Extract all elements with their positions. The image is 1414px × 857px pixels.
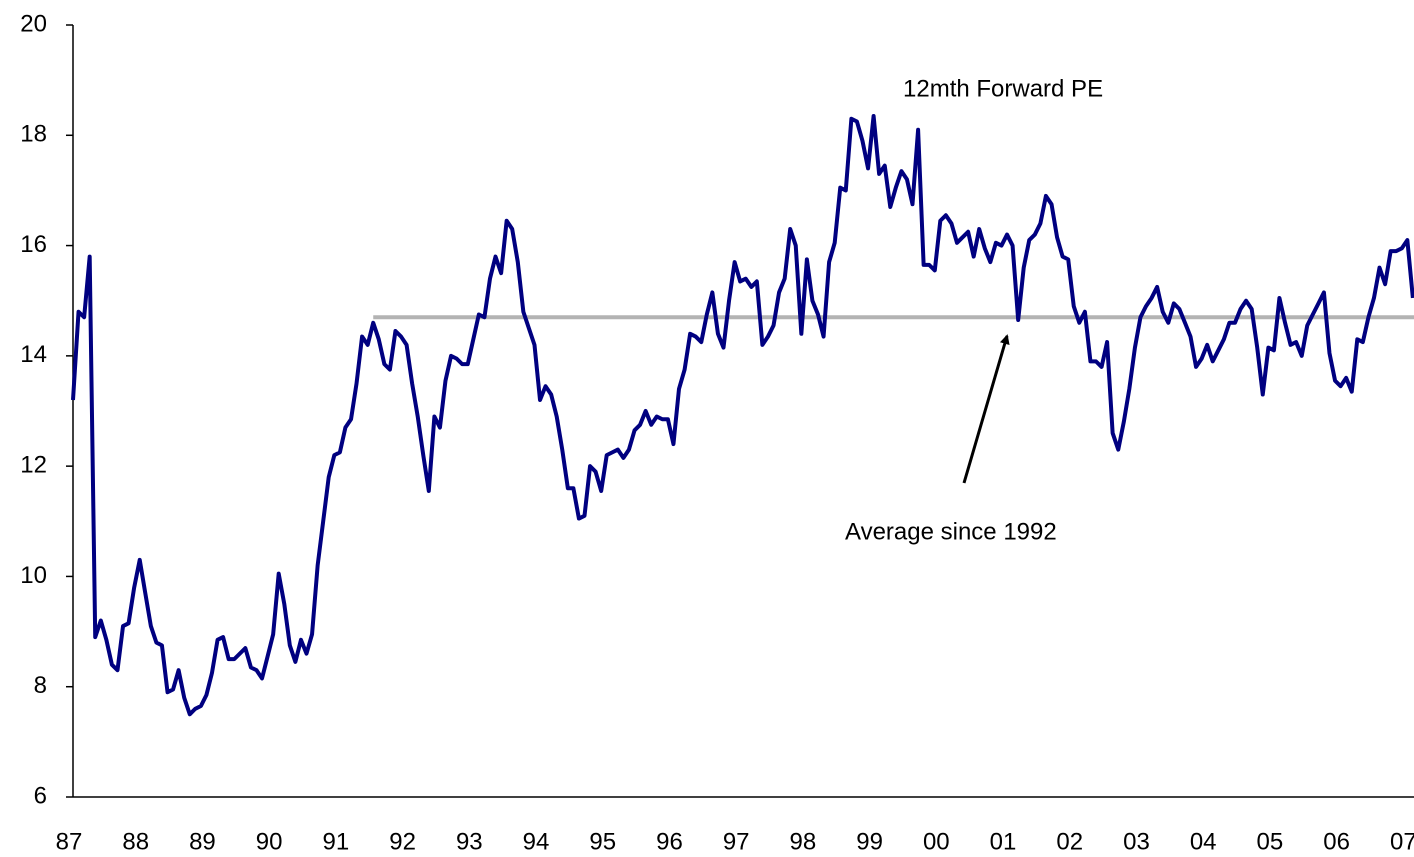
x-tick-label: 91 — [323, 828, 350, 855]
series-label: 12mth Forward PE — [903, 75, 1103, 102]
y-tick-label: 20 — [20, 10, 47, 37]
x-tick-label: 95 — [589, 828, 616, 855]
annotation-arrow — [962, 334, 1010, 484]
x-tick-label: 98 — [790, 828, 817, 855]
y-tick-label: 18 — [20, 121, 47, 148]
x-tick-label: 89 — [189, 828, 216, 855]
x-tick-label: 90 — [256, 828, 283, 855]
reference-label: Average since 1992 — [845, 518, 1057, 545]
x-tick-label: 97 — [723, 828, 750, 855]
x-tick-label: 93 — [456, 828, 483, 855]
y-tick-label: 14 — [20, 341, 47, 368]
x-tick-label: 88 — [122, 828, 149, 855]
x-tick-label: 07 — [1390, 828, 1414, 855]
x-tick-label: 03 — [1123, 828, 1150, 855]
x-tick-label: 87 — [56, 828, 83, 855]
x-tick-label: 02 — [1056, 828, 1083, 855]
x-tick-label: 05 — [1257, 828, 1284, 855]
y-tick-label: 10 — [20, 562, 47, 589]
y-tick-label: 8 — [34, 672, 47, 699]
x-tick-label: 94 — [523, 828, 550, 855]
x-tick-label: 01 — [990, 828, 1017, 855]
x-tick-label: 04 — [1190, 828, 1217, 855]
y-tick-label: 16 — [20, 231, 47, 258]
data-line — [71, 113, 1414, 717]
x-tick-label: 96 — [656, 828, 683, 855]
x-tick-label: 92 — [389, 828, 416, 855]
y-tick-label: 12 — [20, 451, 47, 478]
x-tick-label: 00 — [923, 828, 950, 855]
x-tick-label: 99 — [856, 828, 883, 855]
y-tick-label: 6 — [34, 782, 47, 809]
x-tick-label: 06 — [1323, 828, 1350, 855]
